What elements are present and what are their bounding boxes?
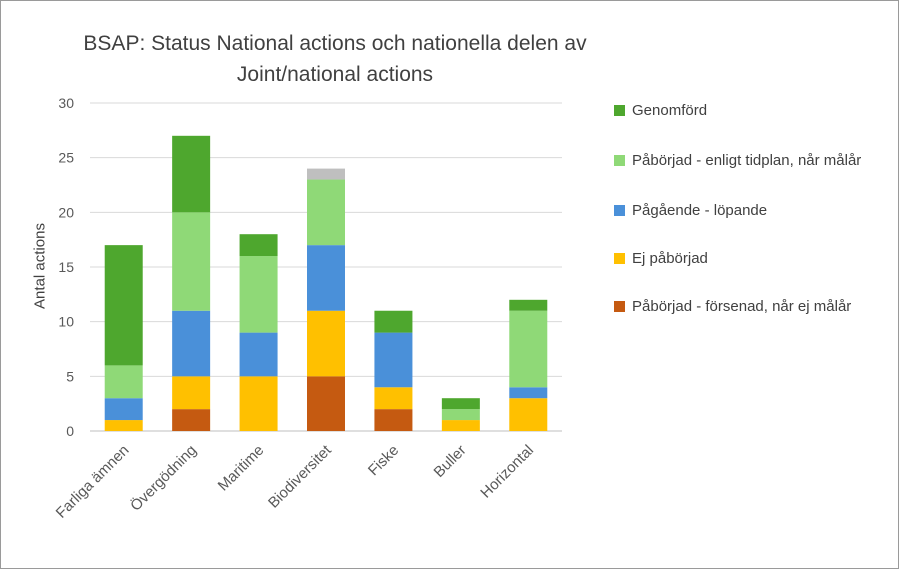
legend-swatch [614, 155, 625, 166]
bar-segment [307, 245, 345, 311]
y-tick-label: 5 [66, 368, 74, 384]
x-tick-label: Maritime [215, 442, 268, 495]
chart-title-line-2: Joint/national actions [236, 63, 434, 86]
x-tick-label: Biodiversitet [265, 441, 335, 511]
x-tick-label: Buller [431, 442, 470, 481]
chart-title-line-1: BSAP: Status National actions och nation… [83, 32, 587, 55]
legend-label: Påbörjad - enligt tidplan, når målår [632, 152, 862, 169]
bar-segment [172, 135, 211, 213]
bar-segment [509, 398, 548, 431]
y-tick-label: 10 [58, 314, 74, 330]
bar-segment [104, 420, 143, 431]
bar-segment [307, 168, 345, 180]
legend-label: Genomförd [632, 102, 708, 119]
y-tick-label: 15 [58, 259, 74, 275]
x-tick-label: Övergödning [126, 441, 199, 514]
bar-segment [239, 256, 278, 333]
bar-segment [104, 245, 143, 366]
bar-segment [172, 409, 211, 431]
x-tick-label: Horizontal [477, 442, 537, 502]
bar-segment [239, 376, 278, 431]
y-tick-label: 30 [58, 95, 74, 111]
bar-segment [239, 234, 278, 257]
bar-segment [104, 398, 143, 421]
bar-segment [374, 387, 413, 410]
y-tick-label: 0 [66, 423, 74, 439]
chart-title: BSAP: Status National actions och nation… [40, 28, 630, 90]
bar-segment [441, 409, 480, 421]
bar-segment [441, 398, 480, 410]
y-tick-label: 20 [58, 204, 74, 220]
bar-segment [374, 310, 413, 333]
bar-segment [307, 310, 345, 377]
legend-label: Påbörjad - försenad, når ej målår [632, 298, 852, 315]
x-tick-label: Farliga ämnen [53, 442, 133, 522]
legend-swatch [614, 301, 625, 312]
bar-segment [374, 332, 413, 388]
legend-swatch [614, 105, 625, 116]
bar-segment [307, 376, 345, 431]
bar-segment [172, 376, 211, 410]
bar-segment [104, 365, 143, 399]
bar-segment [509, 299, 548, 311]
bar-segment [307, 179, 345, 246]
bar-segment [239, 332, 278, 377]
bar-segment [172, 310, 211, 377]
bar-segment [374, 409, 413, 431]
legend-swatch [614, 205, 625, 216]
legend-label: Ej påbörjad [632, 250, 708, 267]
bar-segment [172, 212, 211, 311]
x-tick-label: Fiske [365, 442, 402, 479]
bar-segment [509, 310, 548, 388]
bar-segment [509, 387, 548, 399]
legend-swatch [614, 253, 625, 264]
legend-label: Pågående - löpande [632, 202, 768, 219]
bar-segment [441, 420, 480, 431]
y-tick-label: 25 [58, 150, 74, 166]
